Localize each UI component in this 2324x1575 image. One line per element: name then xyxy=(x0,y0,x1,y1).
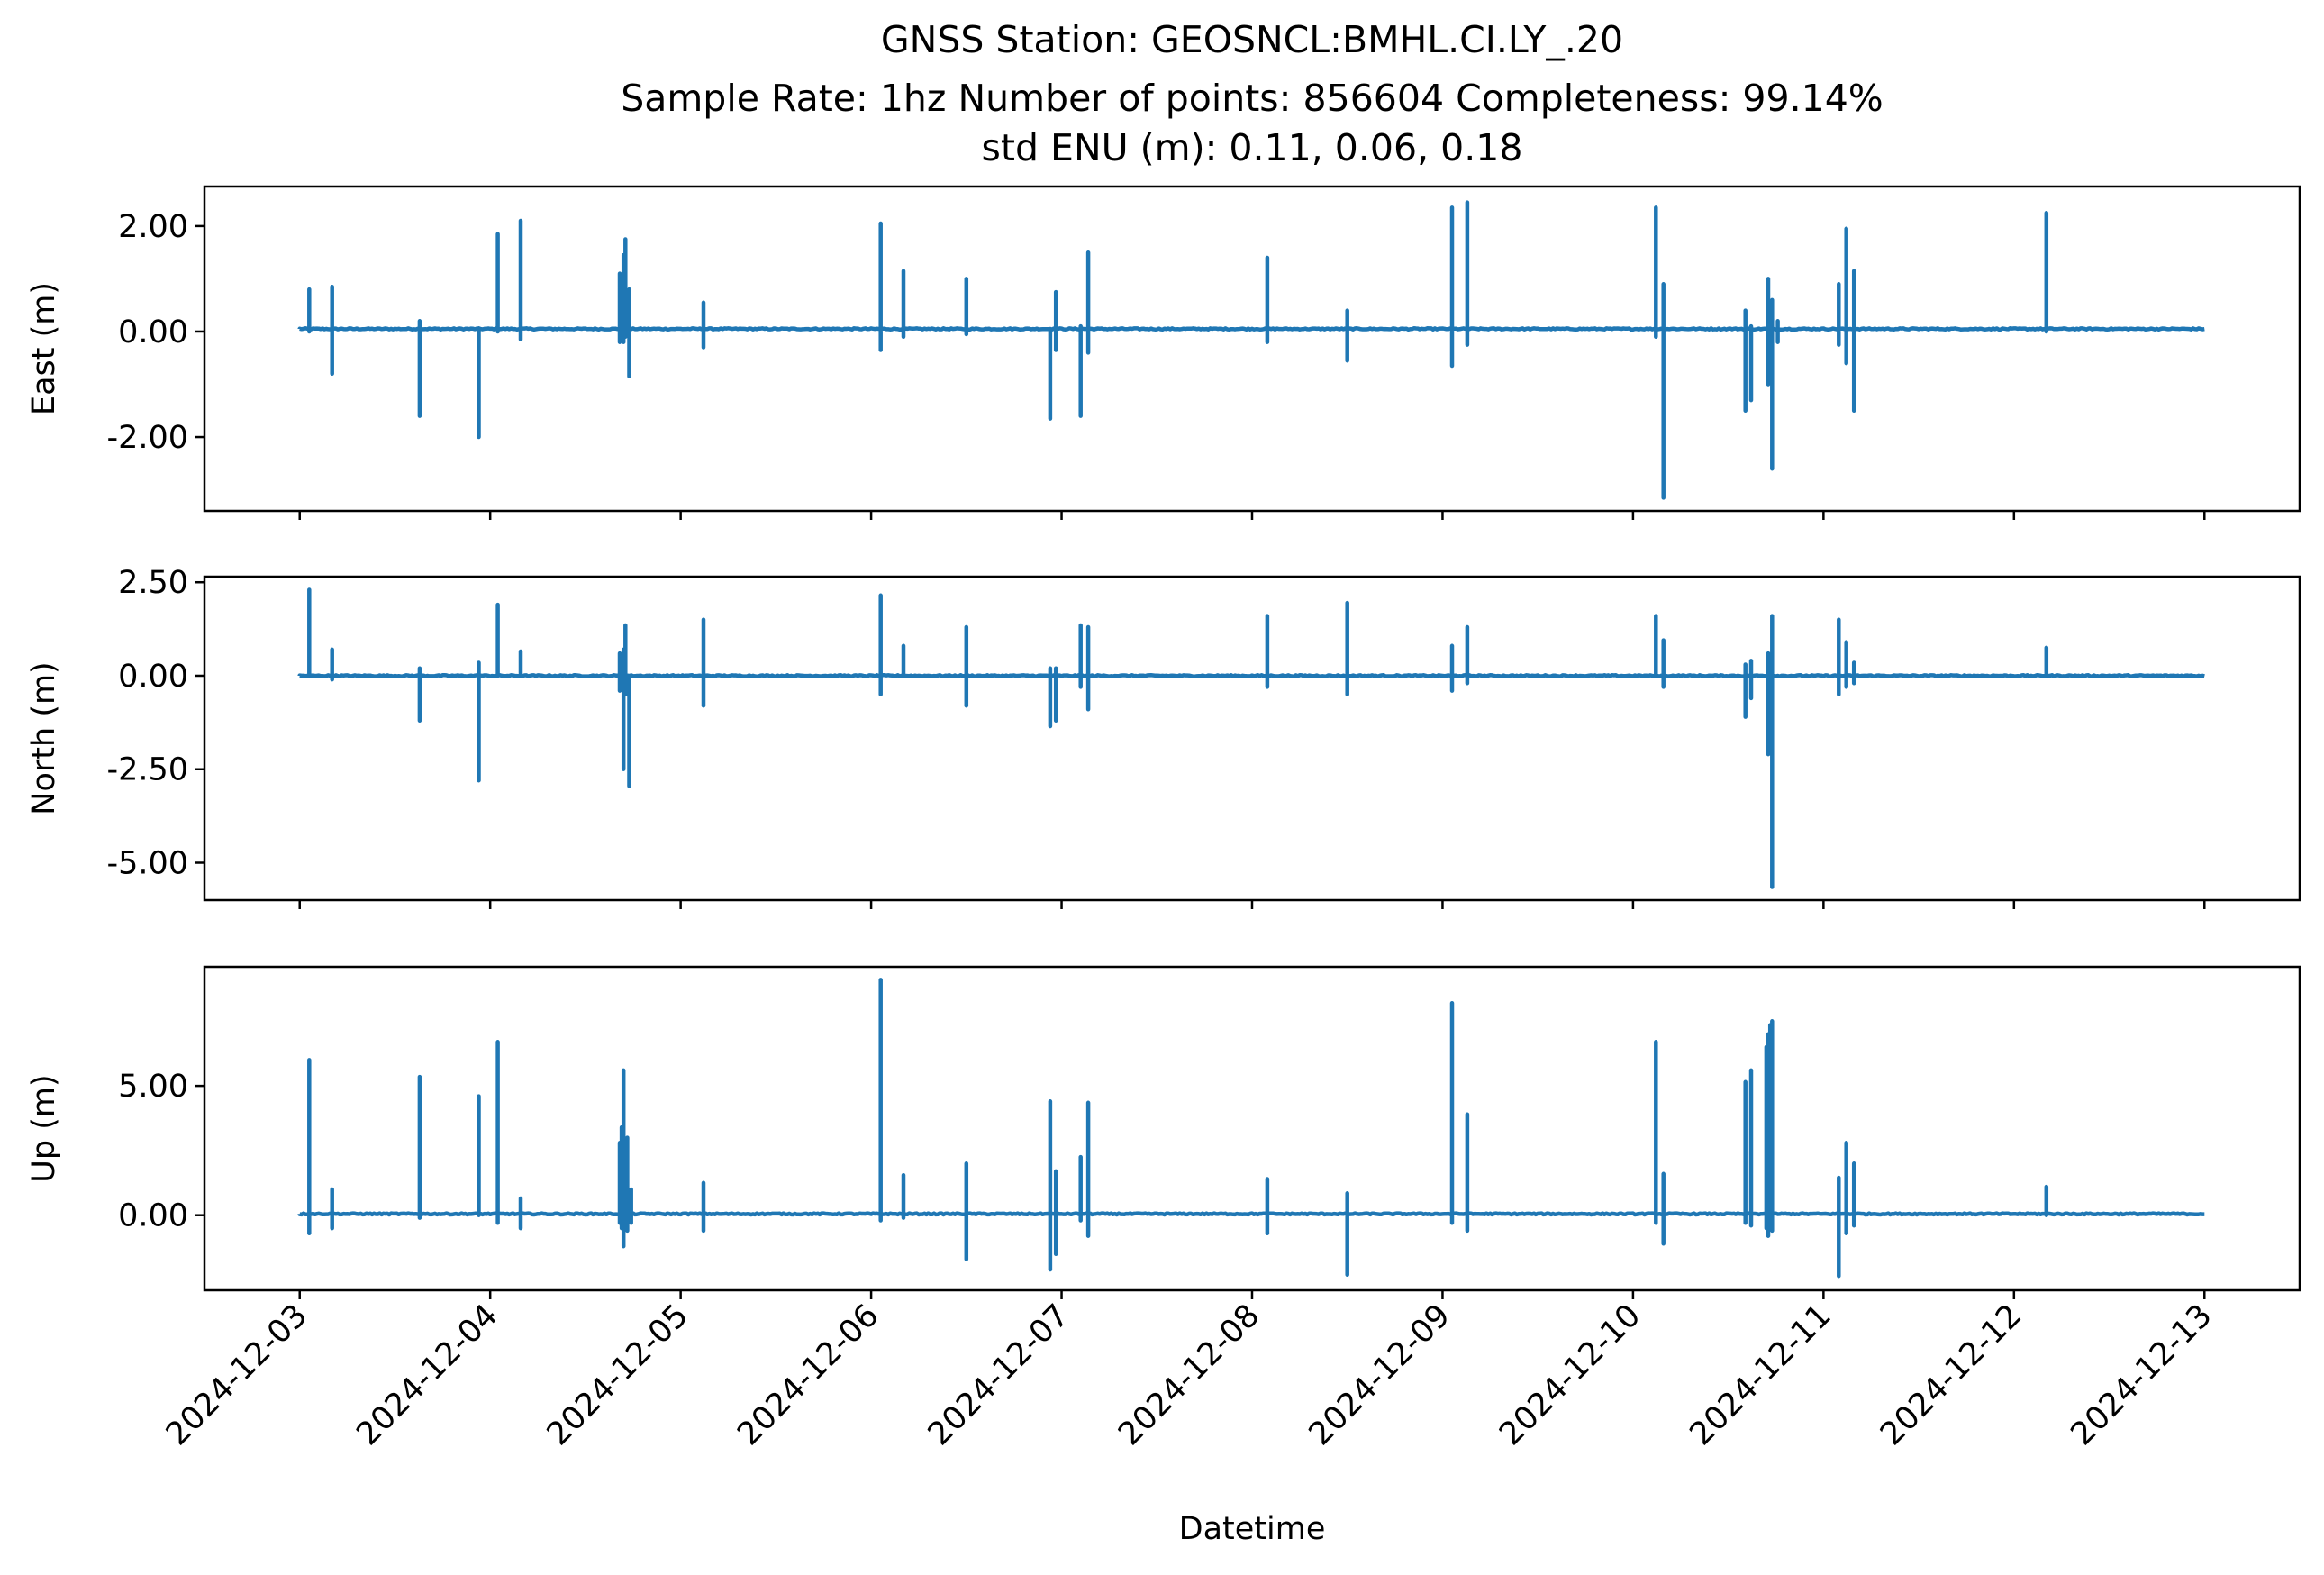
y-axis-label-2: Up (m) xyxy=(26,1074,62,1182)
x-tick-label-3: 2024-12-06 xyxy=(731,1297,885,1452)
x-axis: 2024-12-03 2024-12-04 2024-12-05 2024-12-06… xyxy=(159,1297,2220,1452)
x-tick-label-9: 2024-12-12 xyxy=(1874,1297,2029,1452)
series-line-0 xyxy=(297,200,2205,500)
series-line-2 xyxy=(297,978,2205,1279)
y-tick-label-0-0: 2.00 xyxy=(118,209,188,245)
x-tick-label-8: 2024-12-11 xyxy=(1684,1297,1838,1452)
x-tick-label-1: 2024-12-04 xyxy=(350,1297,504,1452)
x-tick-label-0: 2024-12-03 xyxy=(159,1297,314,1452)
figure-title-line3: std ENU (m): 0.11, 0.06, 0.18 xyxy=(982,126,1523,169)
y-tick-label-2-0: 5.00 xyxy=(118,1069,188,1105)
east-panel: 2.00 0.00 -2.00 East (m) xyxy=(26,185,2301,520)
up-panel: 5.00 0.00 Up (m) xyxy=(26,965,2301,1299)
plot-frame-2 xyxy=(203,965,2301,1292)
x-tick-label-2: 2024-12-05 xyxy=(540,1297,695,1452)
plot-frame-1 xyxy=(203,575,2301,902)
x-tick-label-6: 2024-12-09 xyxy=(1303,1297,1457,1452)
figure-title-line2: Sample Rate: 1hz Number of points: 85660… xyxy=(621,77,1884,120)
y-tick-label-0-2: -2.00 xyxy=(106,420,188,456)
y-tick-label-1-0: 2.50 xyxy=(118,565,188,601)
x-axis-label: Datetime xyxy=(1179,1511,1326,1547)
y-tick-label-1-1: 0.00 xyxy=(118,659,188,695)
y-tick-label-1-2: -2.50 xyxy=(106,752,188,788)
y-axis-label-0: East (m) xyxy=(26,282,62,415)
x-tick-label-10: 2024-12-13 xyxy=(2065,1297,2220,1452)
y-tick-label-2-1: 0.00 xyxy=(118,1198,188,1234)
y-axis-label-1: North (m) xyxy=(26,661,62,815)
north-panel: 2.50 0.00 -2.50 -5.00 North (m) xyxy=(26,565,2301,909)
x-tick-label-5: 2024-12-08 xyxy=(1112,1297,1266,1452)
x-tick-label-4: 2024-12-07 xyxy=(921,1297,1076,1452)
y-tick-label-0-1: 0.00 xyxy=(118,314,188,351)
series-line-1 xyxy=(297,587,2205,889)
figure-title-line1: GNSS Station: GEOSNCL:BMHL.CI.LY_.20 xyxy=(881,18,1623,61)
x-tick-label-7: 2024-12-10 xyxy=(1493,1297,1648,1452)
y-tick-label-1-3: -5.00 xyxy=(106,845,188,881)
